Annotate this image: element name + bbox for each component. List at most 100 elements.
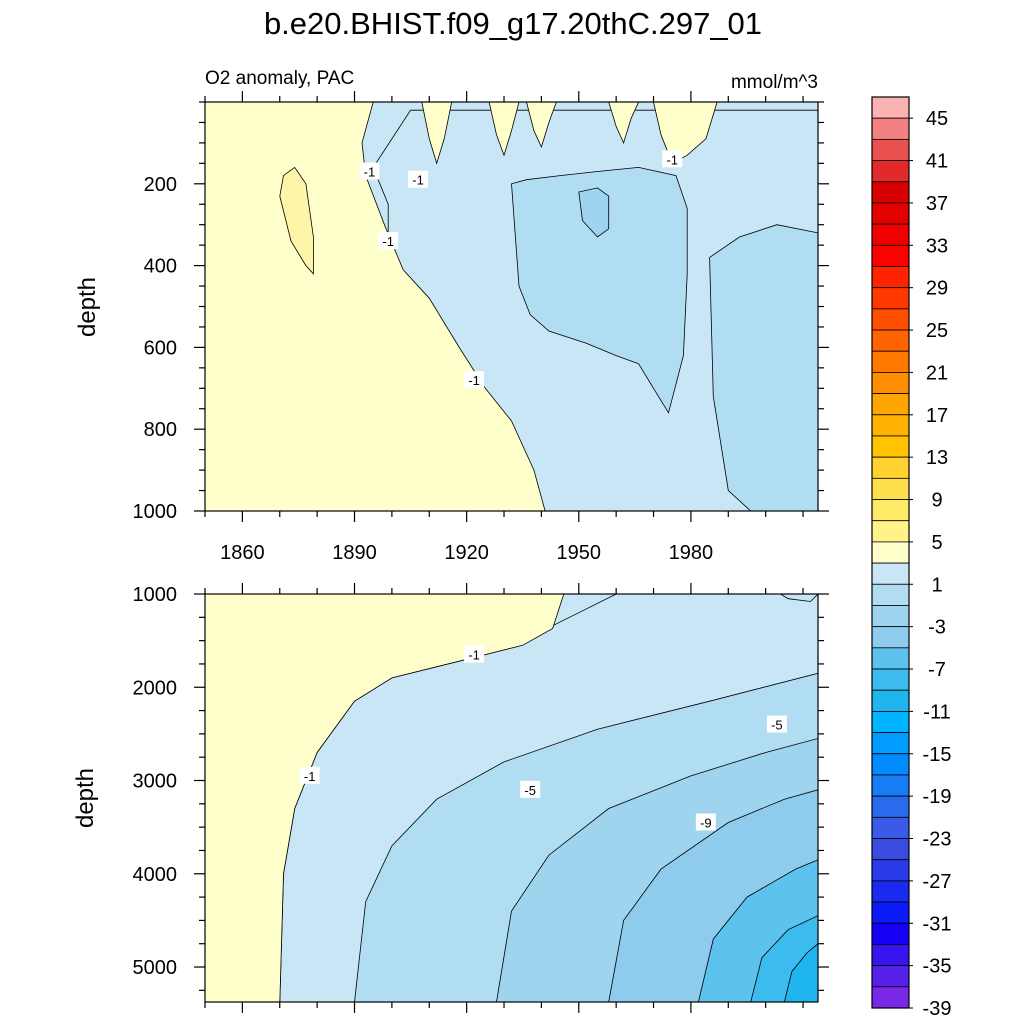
contour-label-text: -1 (468, 648, 480, 663)
colorbar-label: 13 (926, 447, 948, 469)
colorbar-box (871, 287, 910, 310)
y-tick-label: 800 (144, 419, 177, 441)
colorbar-box (871, 816, 910, 839)
colorbar-box (871, 329, 910, 352)
colorbar-box (871, 605, 910, 628)
colorbar-box (871, 414, 910, 437)
colorbar-label: -3 (928, 617, 946, 639)
contour-region (526, 102, 557, 149)
colorbar-label: -35 (923, 956, 952, 978)
colorbar-label: -15 (923, 744, 952, 766)
colorbar-box (871, 689, 910, 712)
contour-label-text: -1 (382, 234, 394, 249)
colorbar-label: 1 (931, 574, 942, 596)
contour-region (709, 224, 818, 511)
contour-label: -1 (464, 371, 485, 389)
y-tick-label: 3000 (133, 771, 178, 793)
contour-region (421, 102, 453, 165)
x-tick-label: 1860 (220, 542, 265, 564)
contour-label-text: -1 (468, 373, 480, 388)
colorbar-label: 29 (926, 278, 948, 300)
lower-panel: -1 -1 -5 -5 -9 1000 2000 3000 4000 5000 depth (72, 583, 829, 1013)
contour-label-text: -5 (524, 783, 536, 798)
colorbar-box (871, 838, 910, 861)
colorbar-label: 33 (926, 235, 948, 257)
y-axis-label: depth (74, 277, 101, 337)
colorbar-label: -11 (923, 701, 950, 723)
colorbar-box (871, 668, 910, 691)
colorbar-label: 45 (926, 108, 948, 130)
colorbar-box (871, 520, 910, 543)
colorbar-box (871, 944, 910, 967)
colorbar-label: 17 (926, 405, 948, 427)
contour-region (205, 594, 565, 1002)
contour-label: -1 (464, 645, 485, 663)
colorbar-label: 5 (931, 532, 942, 554)
colorbar-label: 41 (926, 151, 948, 173)
colorbar-box (871, 499, 910, 522)
x-tick-label: 1890 (332, 542, 377, 564)
colorbar: 45 41 37 33 29 25 21 17 13 9 5 1 -3 -7 -11 -15 -19 -23 -27… (871, 96, 952, 1020)
y-tick-label: 400 (144, 256, 177, 278)
colorbar-box (871, 266, 910, 289)
contour-label: -5 (766, 715, 787, 733)
x-tick-label: 1920 (444, 542, 489, 564)
contour-label: -1 (662, 150, 683, 168)
x-tick-label: 1950 (557, 542, 602, 564)
contour-label: -1 (378, 232, 399, 250)
figure-title: b.e20.BHIST.f09_g17.20thC.297_01 (264, 6, 762, 41)
colorbar-box (871, 160, 910, 183)
x-axis: 1860 1890 1920 1950 1980 (204, 91, 804, 564)
colorbar-box (871, 350, 910, 373)
colorbar-box (871, 774, 910, 797)
contour-region (608, 102, 640, 145)
contour-label: -1 (408, 170, 429, 188)
contour-label-text: -5 (771, 718, 783, 733)
contour-label: -1 (359, 162, 380, 180)
colorbar-frame (871, 96, 910, 1009)
colorbar-box (871, 732, 910, 755)
colorbar-label: 21 (926, 362, 948, 384)
contour-region (783, 943, 818, 1002)
colorbar-box (871, 117, 910, 140)
colorbar-box (871, 753, 910, 776)
colorbar-label: -19 (923, 786, 952, 808)
x-axis (204, 583, 804, 1013)
colorbar-box (871, 223, 910, 246)
colorbar-box (871, 795, 910, 818)
y-axis: 1000 2000 3000 4000 5000 (133, 584, 829, 991)
colorbar-box (871, 308, 910, 331)
colorbar-box (871, 202, 910, 225)
colorbar-label: -7 (928, 659, 946, 681)
contour-region (653, 102, 718, 164)
y-tick-label: 2000 (133, 677, 178, 699)
x-tick-label: 1980 (669, 542, 714, 564)
y-axis: 200 400 600 800 1000 (133, 101, 829, 523)
contour-label: -5 (520, 780, 541, 798)
contour-field: -1 -1 -5 -5 -9 (205, 594, 818, 1002)
colorbar-box (871, 901, 910, 924)
colorbar-box (871, 541, 910, 564)
subtitle-units: mmol/m^3 (731, 72, 818, 93)
colorbar-box (871, 435, 910, 458)
contour-label-text: -1 (304, 769, 316, 784)
y-tick-label: 1000 (133, 501, 178, 523)
contour-label-text: -1 (364, 165, 376, 180)
contour-region (779, 594, 818, 602)
colorbar-box (871, 138, 910, 161)
y-tick-label: 600 (144, 337, 177, 359)
colorbar-box (871, 965, 910, 988)
colorbar-box (871, 372, 910, 395)
colorbar-label: -39 (923, 998, 952, 1020)
y-tick-label: 200 (144, 174, 177, 196)
colorbar-label: 37 (926, 193, 948, 215)
colorbar-box (871, 96, 910, 119)
y-tick-label: 1000 (133, 584, 178, 606)
y-tick-label: 4000 (133, 864, 178, 886)
colorbar-box (871, 859, 910, 882)
colorbar-box (871, 583, 910, 606)
colorbar-box (871, 477, 910, 500)
colorbar-box (871, 922, 910, 945)
colorbar-box (871, 244, 910, 267)
